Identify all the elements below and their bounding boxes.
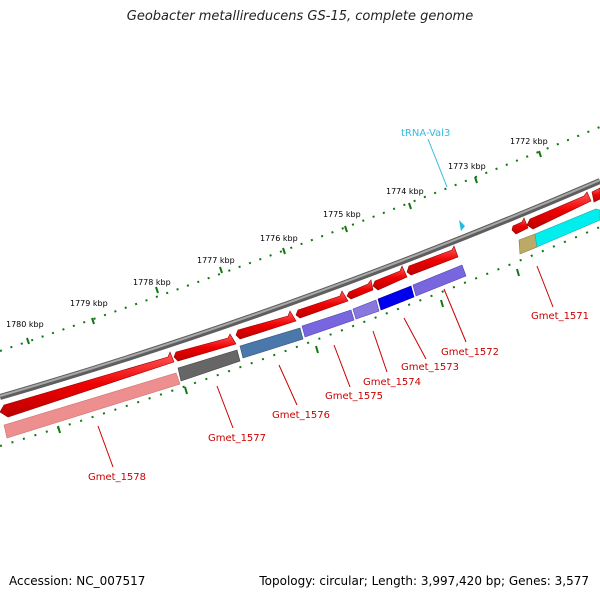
outer-tick-ring — [0, 126, 600, 352]
gene-label-gmet-1573[interactable]: Gmet_1573 — [401, 362, 459, 373]
gene-block-gmet-1574[interactable] — [352, 299, 380, 320]
tick-1772 — [538, 150, 542, 158]
gene-label-gmet-1571[interactable]: Gmet_1571 — [531, 311, 589, 322]
tick-1773 — [474, 176, 478, 184]
scale-label-1772: 1772 kbp — [510, 137, 548, 146]
inner-tick — [516, 268, 520, 277]
accession-text: Accession: NC_007517 — [9, 574, 146, 588]
inner-tick — [315, 345, 319, 354]
gene-block-gmet-1571[interactable] — [534, 208, 600, 248]
gene-block-gmet-1577[interactable] — [177, 349, 241, 382]
tick-1780 — [26, 337, 30, 345]
gene-leader-lines — [97, 265, 554, 468]
forward-strand-genes — [0, 187, 600, 418]
gene-block-gmet-1571-start[interactable] — [518, 233, 538, 255]
leader-gmet-1573 — [403, 317, 427, 360]
leader-gmet-1575 — [333, 344, 351, 388]
red-arrow-icon[interactable] — [173, 333, 237, 362]
gene-block-gmet-1576[interactable] — [239, 327, 304, 359]
gene-block-gmet-1573[interactable] — [377, 285, 415, 311]
leader-gmet-1576 — [278, 364, 298, 406]
genome-summary-text: Topology: circular; Length: 3,997,420 bp… — [259, 574, 589, 588]
backbone-ring — [0, 178, 600, 400]
red-arrow-icon[interactable] — [511, 217, 529, 235]
leader-gmet-1578 — [97, 425, 114, 468]
red-arrow-icon[interactable] — [406, 245, 459, 276]
scale-label-1778: 1778 kbp — [133, 278, 171, 287]
tick-1776 — [282, 247, 286, 255]
scale-label-1776: 1776 kbp — [260, 234, 298, 243]
trna-leader-line — [427, 138, 448, 188]
gene-label-gmet-1576[interactable]: Gmet_1576 — [272, 410, 330, 421]
inner-tick — [440, 299, 444, 308]
gene-label-gmet-1575[interactable]: Gmet_1575 — [325, 391, 383, 402]
leader-gmet-1574 — [372, 330, 388, 373]
gene-label-gmet-1574[interactable]: Gmet_1574 — [363, 377, 421, 388]
gene-label-gmet-1578[interactable]: Gmet_1578 — [88, 472, 146, 483]
red-arrow-icon[interactable] — [372, 265, 408, 291]
leader-gmet-1577 — [216, 385, 234, 429]
scale-label-1777: 1777 kbp — [197, 256, 235, 265]
red-arrow-icon[interactable] — [591, 187, 600, 203]
scale-label-1775: 1775 kbp — [323, 210, 361, 219]
red-arrow-icon[interactable] — [0, 351, 175, 418]
map-title: Geobacter metallireducens GS-15, complet… — [126, 9, 474, 24]
red-arrow-icon[interactable] — [526, 191, 592, 230]
trna-label: tRNA-Val3 — [401, 128, 450, 139]
gene-label-gmet-1572[interactable]: Gmet_1572 — [441, 347, 499, 358]
gene-block-gmet-1572[interactable] — [412, 264, 467, 297]
tick-1778 — [155, 286, 159, 294]
leader-gmet-1571 — [536, 265, 554, 308]
scale-labels: 1772 kbp 1773 kbp 1774 kbp 1775 kbp 1776… — [6, 137, 548, 329]
red-arrow-icon[interactable] — [235, 310, 297, 340]
leader-gmet-1572 — [443, 288, 467, 343]
cog-gene-blocks — [3, 208, 600, 439]
red-arrow-icon[interactable] — [295, 290, 349, 319]
tick-1779 — [91, 317, 95, 325]
gene-labels: Gmet_1571 Gmet_1572 Gmet_1573 Gmet_1574 … — [88, 311, 589, 483]
trna-feature[interactable]: tRNA-Val3 — [401, 128, 465, 231]
inner-tick — [57, 425, 61, 434]
scale-label-1779: 1779 kbp — [70, 299, 108, 308]
major-ticks — [26, 150, 542, 345]
inner-tick — [184, 386, 188, 395]
gene-block-gmet-1575[interactable] — [301, 309, 355, 338]
red-arrow-icon[interactable] — [346, 279, 374, 300]
tick-1775 — [344, 225, 348, 233]
tick-1777 — [219, 266, 223, 274]
tick-1774 — [408, 202, 412, 210]
gene-label-gmet-1577[interactable]: Gmet_1577 — [208, 433, 266, 444]
scale-label-1773: 1773 kbp — [448, 162, 486, 171]
gene-block-gmet-1578[interactable] — [3, 372, 181, 439]
scale-label-1780: 1780 kbp — [6, 320, 44, 329]
scale-label-1774: 1774 kbp — [386, 187, 424, 196]
inner-major-ticks — [57, 268, 520, 434]
cyan-arrowhead-icon — [459, 220, 465, 231]
